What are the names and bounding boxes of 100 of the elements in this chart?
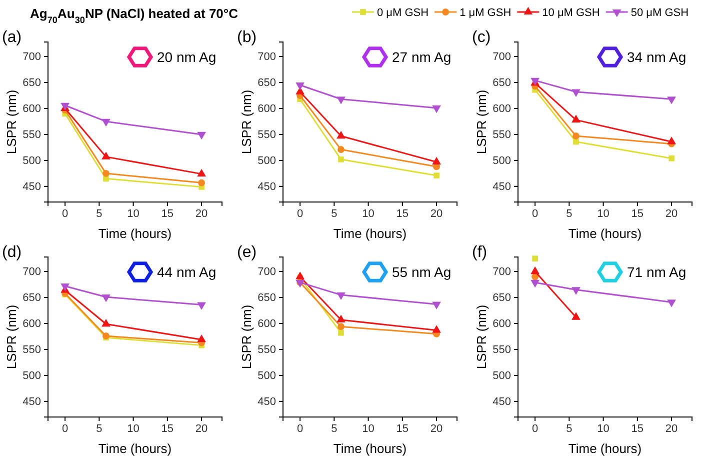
y-tick-label: 550 xyxy=(258,128,276,141)
y-tick-label: 500 xyxy=(258,370,276,382)
point xyxy=(336,292,346,300)
y-tick-label: 650 xyxy=(492,292,511,304)
y-tick-label: 500 xyxy=(492,154,511,167)
point xyxy=(336,314,346,322)
x-tick-label: 20 xyxy=(195,208,208,220)
y-tick-label: 500 xyxy=(22,370,41,382)
x-tick-label: 10 xyxy=(597,208,610,220)
x-tick-label: 15 xyxy=(396,208,409,220)
x-tick-label: 15 xyxy=(631,422,644,435)
x-axis-title: Time (hours) xyxy=(568,441,642,456)
text: (b) xyxy=(237,29,257,46)
x-axis-title: Time (hours) xyxy=(98,441,172,456)
point xyxy=(102,118,110,127)
point xyxy=(102,152,110,160)
legend-label: 10 μM GSH xyxy=(542,7,600,19)
point xyxy=(102,318,110,327)
text: (d) xyxy=(2,244,22,261)
point xyxy=(432,302,441,310)
y-tick-label: 450 xyxy=(492,396,511,408)
y-tick-label: 650 xyxy=(258,77,276,90)
point xyxy=(197,168,206,177)
y-axis-title: LSPR (nm) xyxy=(239,90,254,154)
chart-title: Ag$_{70}$Au$_{30}$NP (NaCl) heated at 70°C xyxy=(30,6,239,25)
y-axis-title: LSPR (nm) xyxy=(474,90,489,154)
point xyxy=(572,114,580,122)
x-tick-label: 0 xyxy=(62,208,68,220)
x-tick-label: 15 xyxy=(161,208,174,220)
point xyxy=(667,136,676,144)
y-tick-label: 650 xyxy=(22,292,41,304)
point xyxy=(573,138,579,145)
point xyxy=(102,332,110,340)
y-tick-label: 500 xyxy=(492,370,511,382)
point xyxy=(336,96,346,104)
x-axis-title: Time (hours) xyxy=(98,226,172,241)
x-tick-label: 20 xyxy=(195,422,208,435)
annotation: 55 nm Ag xyxy=(392,264,452,280)
x-tick-label: 10 xyxy=(127,422,140,435)
point xyxy=(338,323,344,330)
x-tick-label: 0 xyxy=(296,208,304,220)
y-tick-label: 450 xyxy=(22,396,41,408)
y-tick-label: 500 xyxy=(258,154,276,167)
x-tick-label: 5 xyxy=(96,422,102,435)
point xyxy=(338,330,344,336)
y-tick-label: 700 xyxy=(492,51,511,64)
x-tick-label: 0 xyxy=(532,208,538,220)
y-tick-label: 700 xyxy=(258,51,276,64)
annotation: 34 nm Ag xyxy=(627,49,686,65)
y-tick-label: 500 xyxy=(22,154,41,167)
point xyxy=(338,156,344,162)
x-tick-label: 0 xyxy=(296,422,304,435)
legend-label: 1 μM GSH xyxy=(460,7,512,19)
x-tick-label: 20 xyxy=(665,208,678,220)
y-tick-label: 450 xyxy=(492,180,511,193)
x-tick-label: 10 xyxy=(362,208,374,220)
y-tick-label: 550 xyxy=(258,344,276,356)
annotation: 27 nm Ag xyxy=(392,49,452,65)
x-tick-label: 5 xyxy=(331,422,338,435)
text: (f) xyxy=(472,244,488,261)
point xyxy=(102,294,110,302)
y-tick-label: 700 xyxy=(258,266,276,278)
x-tick-label: 5 xyxy=(331,208,338,220)
y-tick-label: 450 xyxy=(258,396,276,408)
y-tick-label: 650 xyxy=(492,77,511,90)
point xyxy=(102,170,110,177)
annotation: 20 nm Ag xyxy=(157,49,216,65)
point xyxy=(432,105,441,114)
y-tick-label: 600 xyxy=(492,103,511,116)
legend-label: 0 μM GSH xyxy=(377,7,429,19)
x-tick-label: 10 xyxy=(127,208,140,220)
point xyxy=(432,325,441,333)
y-axis-title: LSPR (nm) xyxy=(4,90,19,154)
x-tick-label: 0 xyxy=(532,422,538,435)
y-tick-label: 650 xyxy=(258,292,276,304)
point xyxy=(338,146,344,154)
text: (c) xyxy=(472,29,491,46)
text: (e) xyxy=(237,244,257,261)
x-tick-label: 5 xyxy=(96,208,102,220)
x-tick-label: 20 xyxy=(430,208,443,220)
y-axis-title: LSPR (nm) xyxy=(239,304,254,370)
point xyxy=(198,179,206,186)
point xyxy=(197,334,206,342)
y-tick-label: 550 xyxy=(22,344,41,356)
point xyxy=(572,132,580,140)
x-axis-title: Time (hours) xyxy=(568,226,642,241)
point xyxy=(668,155,674,162)
y-axis-title: LSPR (nm) xyxy=(4,304,19,370)
y-tick-label: 650 xyxy=(22,77,41,90)
y-tick-label: 600 xyxy=(22,103,41,116)
x-tick-label: 15 xyxy=(631,208,644,220)
y-tick-label: 550 xyxy=(492,128,511,141)
y-tick-label: 600 xyxy=(258,318,276,330)
point xyxy=(432,156,441,165)
x-axis-title: Time (hours) xyxy=(333,441,407,456)
x-tick-label: 20 xyxy=(430,422,443,435)
point xyxy=(434,172,440,178)
point xyxy=(336,130,346,139)
y-tick-label: 550 xyxy=(492,344,511,356)
y-tick-label: 450 xyxy=(22,180,41,193)
